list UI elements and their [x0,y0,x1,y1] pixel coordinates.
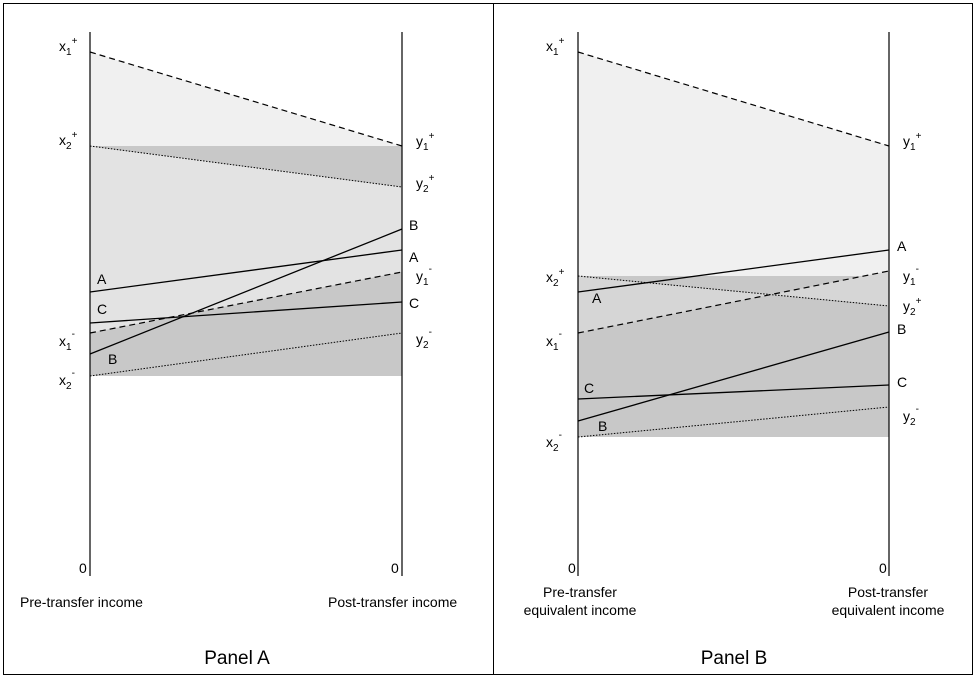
panel-b-household-a-right: A [897,238,907,254]
panel-b-label-x1minus: x1- [546,329,562,353]
panel-a-zero-left: 0 [79,560,87,576]
panel-a-household-b-line [89,228,403,355]
panel-a-label-y1minus: y1- [416,264,432,288]
panel-b-label-y1minus: y1- [903,264,919,288]
panel-b-household-a-left: A [592,290,602,306]
panel-a-household-c-right: C [409,295,419,311]
panel-a-label-x2minus: x2- [59,368,75,392]
panel-b-x1plus-to-y1plus [577,51,890,147]
panel-b-x1minus-to-y1minus [577,270,890,334]
panel-a-x1plus-to-y1plus [89,51,403,147]
panel-b-label-x2minus: x2- [546,430,562,454]
panel-a-x2minus-to-y2minus [89,332,403,377]
panel-b-label-y2plus: y2+ [903,296,922,318]
panel-a-band-inner-light [90,146,402,333]
panel-a-x1minus-to-y1minus [89,271,403,334]
panel-b-zero-right: 0 [879,560,887,576]
panel-b-band-top-light [578,52,889,276]
panel-b-household-c-right: C [897,374,907,390]
panel-a-household-c-line [89,301,403,324]
panel-a-right-axis-caption: Post-transfer income [328,594,457,610]
panel-b-household-b-right: B [897,321,906,337]
panel-a-household-a-left: A [97,271,107,287]
panel-b-left-axis-caption-line1: Pre-transfer [543,584,617,600]
panel-a-label-x2plus: x2+ [59,130,78,152]
panel-b-x2minus-to-y2minus [577,406,890,438]
panel-a: x1+ x2+ x1- x2- y1+ y2+ y1- y2- A C B B … [20,32,457,669]
panel-a-label-x1plus: x1+ [59,36,78,58]
panel-b-label-y2minus: y2- [903,404,919,428]
panel-b-title: Panel B [701,648,768,669]
panel-a-label-y2minus: y2- [416,327,432,351]
panel-a-household-b-right: B [409,217,418,233]
panel-b-household-b-left: B [598,418,607,434]
panel-b-household-c-line [577,384,890,400]
panel-b: x1+ x2+ x1- x2- y1+ y1- y2+ y2- A C B A … [524,32,945,669]
panel-a-title: Panel A [204,648,270,669]
panel-b-zero-left: 0 [568,560,576,576]
panel-a-label-y2plus: y2+ [416,173,435,195]
panel-b-left-axis-caption-line2: equivalent income [524,602,637,618]
panel-a-x2plus-to-y2plus [89,145,403,188]
panel-b-label-y1plus: y1+ [903,131,922,153]
panel-b-x2plus-to-y2plus [577,275,890,307]
panel-a-left-axis-caption: Pre-transfer income [20,594,143,610]
panel-b-household-b-line [577,331,890,422]
panel-a-label-x1minus: x1- [59,329,75,353]
panel-a-zero-right: 0 [391,560,399,576]
panel-b-right-axis-caption-line1: Post-transfer [848,584,928,600]
panel-a-household-c-left: C [97,301,107,317]
panel-b-band-inner [578,271,889,333]
panel-b-label-x1plus: x1+ [546,36,565,58]
panel-a-label-y1plus: y1+ [416,131,435,153]
panel-a-household-a-line [89,249,403,293]
figure-frame [3,3,973,675]
panel-b-household-c-left: C [584,380,594,396]
panel-a-household-b-left: B [108,351,117,367]
panel-b-household-a-line [577,249,890,293]
panel-a-household-a-right: A [409,249,419,265]
panel-b-label-x2plus: x2+ [546,267,565,289]
panel-b-right-axis-caption-line2: equivalent income [832,602,945,618]
